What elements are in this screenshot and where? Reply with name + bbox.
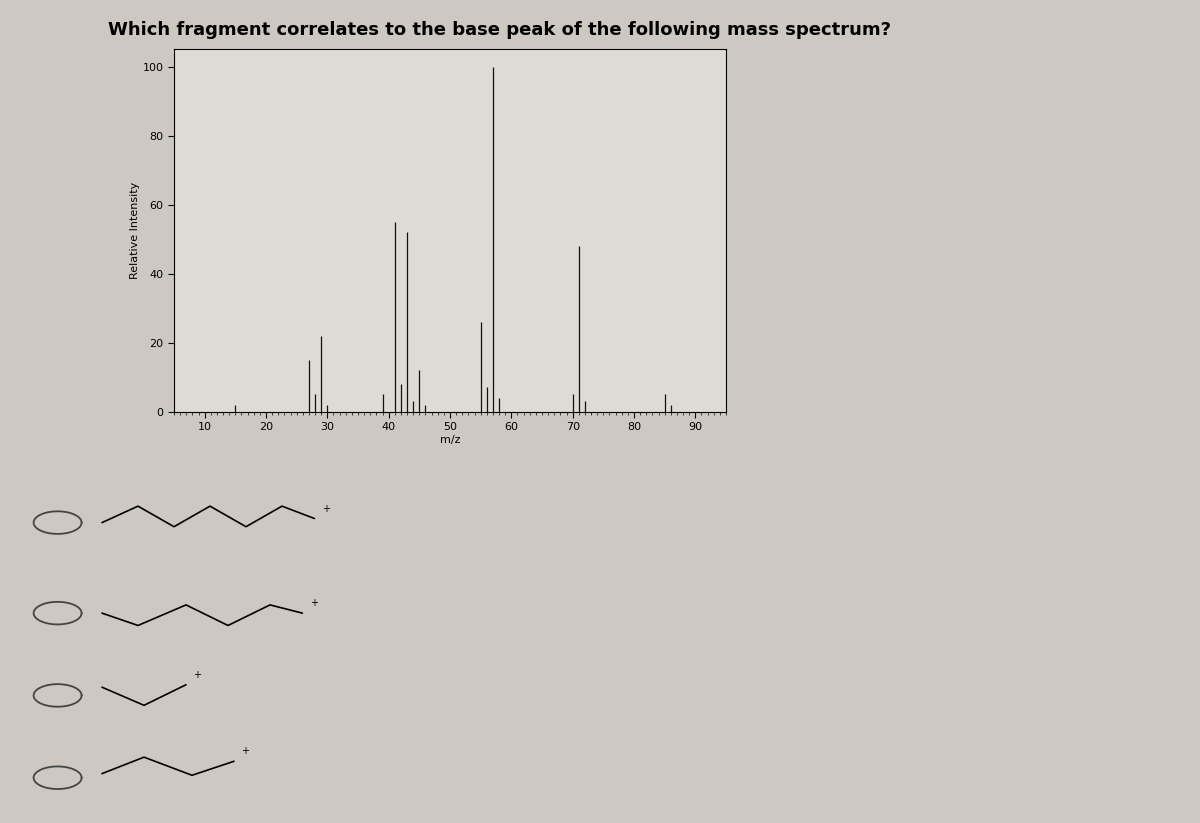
- Text: +: +: [322, 504, 330, 514]
- Text: Which fragment correlates to the base peak of the following mass spectrum?: Which fragment correlates to the base pe…: [108, 21, 890, 39]
- Y-axis label: Relative Intensity: Relative Intensity: [130, 182, 140, 279]
- Text: +: +: [310, 598, 318, 608]
- X-axis label: m/z: m/z: [439, 435, 461, 444]
- Text: +: +: [241, 746, 250, 756]
- Text: +: +: [193, 670, 202, 680]
